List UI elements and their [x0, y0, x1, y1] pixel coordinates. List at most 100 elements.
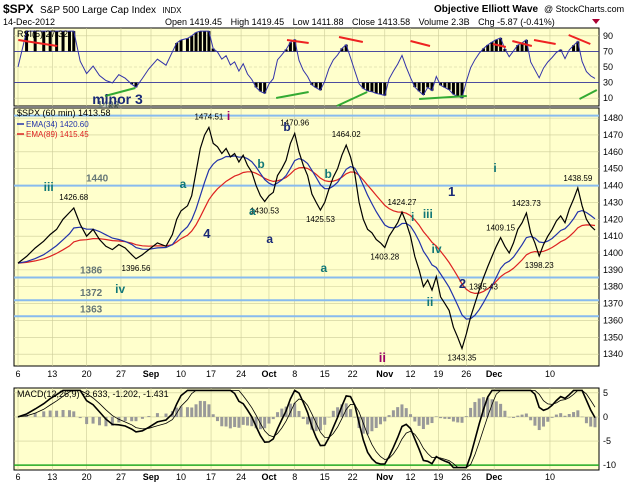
macd-histogram-bar	[123, 416, 127, 421]
macd-histogram-bar	[288, 403, 292, 417]
macd-histogram-bar	[190, 407, 194, 417]
y-tick-label: 1390	[603, 265, 623, 275]
bullish-divergence-line	[104, 87, 136, 97]
macd-histogram-bar	[147, 415, 151, 417]
macd-histogram-bar	[211, 414, 215, 417]
x-tick-label-bottom: Dec	[486, 472, 503, 482]
x-tick-label-bottom: 10	[176, 472, 186, 482]
y-tick-label: 1380	[603, 282, 623, 292]
macd-histogram-bar	[175, 407, 179, 417]
bearish-divergence-line	[410, 40, 431, 47]
rsi-label: RSI(5) 27.32	[17, 29, 68, 39]
wave-label: a	[249, 204, 256, 218]
wave-label: a	[180, 177, 187, 191]
legend-ema34: EMA(34) 1420.60	[26, 120, 89, 129]
macd-histogram-bar	[554, 414, 558, 417]
macd-histogram-bar	[400, 404, 404, 417]
x-tick-label: 22	[348, 369, 358, 379]
x-tick-label-bottom: 26	[461, 472, 471, 482]
macd-histogram-bar	[533, 416, 537, 426]
macd-histogram-bar	[447, 416, 451, 419]
x-tick-label: 13	[47, 369, 57, 379]
macd-histogram-bar	[179, 406, 183, 417]
macd-tick-label: -10	[603, 460, 616, 470]
macd-histogram-bar	[228, 416, 232, 429]
label-layer: 1499 1440 1386 1372 1363 1474.51 1470.96 1464.0…	[44, 91, 593, 365]
legend-ema89: EMA(89) 1415.45	[26, 130, 89, 139]
macd-histogram-bar	[490, 399, 494, 417]
macd-histogram-bar	[451, 416, 455, 422]
x-tick-label: 8	[292, 369, 297, 379]
macd-histogram-bar	[327, 416, 331, 418]
macd-histogram-bar	[203, 401, 207, 417]
x-tick-label-bottom: 20	[82, 472, 92, 482]
macd-histogram-bar	[409, 414, 413, 417]
macd-histogram-bar	[460, 416, 464, 423]
macd-histogram-bar	[507, 416, 511, 418]
macd-histogram-bar	[271, 416, 275, 420]
macd-histogram-bar	[511, 416, 515, 418]
macd-histogram-bar	[185, 407, 189, 417]
chart-header: $SPX S&P 500 Large Cap Index INDX Object…	[3, 2, 624, 27]
macd-histogram-bar	[55, 410, 59, 417]
close-value: Close 1413.58	[352, 17, 410, 27]
support-label: 1386	[80, 265, 103, 276]
price-annotation: 1409.15	[486, 224, 515, 233]
y-tick-label: 1360	[603, 315, 623, 325]
x-tick-label-bottom: 12	[406, 472, 416, 482]
chart-date: 14-Dec-2012	[3, 17, 55, 27]
bullish-divergence-line	[275, 91, 309, 99]
macd-histogram-bar	[336, 407, 340, 417]
wave-label: 1	[448, 184, 455, 199]
wave-label: b	[283, 120, 290, 134]
support-label: 1499	[97, 100, 120, 111]
macd-histogram-bar	[250, 416, 254, 427]
macd-histogram-bar	[220, 416, 224, 427]
macd-histogram-bar	[563, 415, 567, 417]
watermark: @ StockCharts.com	[544, 4, 624, 14]
macd-histogram-bar	[439, 416, 443, 419]
wave-label: 2	[459, 276, 466, 291]
macd-histogram-bar	[434, 416, 438, 417]
macd-histogram-bar	[306, 416, 310, 425]
x-tick-label-bottom: 27	[116, 472, 126, 482]
legend-price: $SPX (60 min) 1413.58	[17, 108, 111, 118]
index-name: S&P 500 Large Cap Index	[40, 5, 156, 16]
macd-histogram-bar	[254, 416, 258, 429]
low-value: Low 1411.88	[293, 17, 344, 27]
macd-histogram-bar	[155, 413, 159, 417]
y-tick-label: 1450	[603, 164, 623, 174]
macd-histogram-bar	[67, 410, 71, 417]
macd-histogram-bar	[443, 416, 447, 419]
y-tick-label: 1420	[603, 214, 623, 224]
macd-histogram-bar	[323, 416, 327, 425]
change-value: Chg -5.87 (-0.41%)	[478, 17, 555, 27]
macd-histogram-bar	[387, 415, 391, 417]
x-tick-label-bottom: Nov	[376, 472, 393, 482]
price-annotation: 1403.28	[370, 252, 399, 261]
x-tick-label: 24	[236, 369, 246, 379]
macd-histogram-bar	[353, 416, 357, 418]
rsi-tick-label: 50	[603, 62, 613, 72]
price-annotation: 1385.43	[469, 283, 498, 292]
macd-histogram-bar	[104, 416, 108, 427]
grid-layer	[14, 28, 599, 470]
macd-histogram-bar	[267, 416, 271, 424]
macd-histogram-bar	[486, 397, 490, 417]
macd-histogram-bar	[233, 416, 237, 428]
x-tick-label-bottom: 24	[236, 472, 246, 482]
volume-value: Volume 2.3B	[419, 17, 470, 27]
macd-layer	[16, 389, 597, 469]
rsi-tick-label: 90	[603, 31, 613, 41]
macd-histogram-bar	[503, 410, 507, 417]
price-annotation: 1396.56	[122, 264, 151, 273]
y-tick-label: 1370	[603, 299, 623, 309]
macd-histogram-bar	[396, 407, 400, 417]
x-tick-label-bottom: 6	[15, 472, 20, 482]
x-tick-label-bottom: Sep	[143, 472, 160, 482]
price-panel	[13, 107, 600, 367]
macd-histogram-bar	[280, 408, 284, 417]
rsi-line	[17, 30, 596, 99]
wave-label: a	[266, 232, 273, 246]
macd-histogram-bar	[164, 413, 168, 417]
